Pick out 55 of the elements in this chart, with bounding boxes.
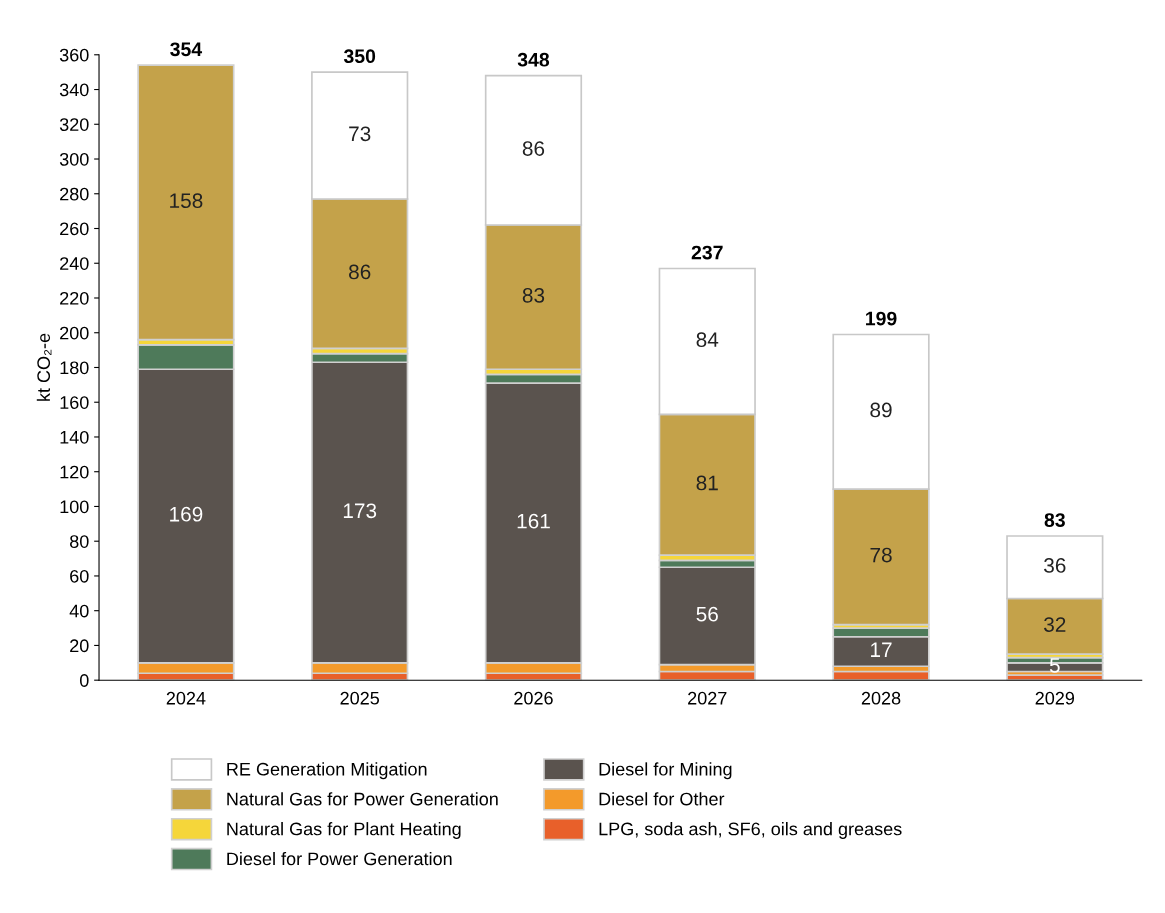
data-label: 81: [696, 475, 718, 491]
y-tick-label: 220: [60, 291, 89, 305]
legend-label: Diesel for Power Generation: [227, 851, 452, 866]
data-label: 84: [696, 332, 719, 348]
data-label: 56: [696, 606, 718, 622]
data-label: 173: [343, 503, 377, 519]
x-tick-label: 2028: [861, 691, 901, 705]
y-tick-label: 300: [59, 152, 89, 166]
y-tick-label: 0: [79, 674, 89, 687]
y-tick-label: 200: [60, 326, 89, 340]
y-tick-label: 60: [70, 569, 89, 583]
legend-label: Diesel for Mining: [599, 762, 732, 780]
y-tick-label: 240: [60, 257, 89, 270]
y-tick-label: 120: [60, 465, 89, 479]
data-label: 86: [522, 141, 545, 156]
total-label: 350: [343, 49, 376, 64]
x-tick-label: 2027: [688, 691, 727, 705]
data-label: 161: [517, 513, 550, 529]
legend-label: LPG, soda ash, SF6, oils and greases: [599, 822, 902, 839]
y-tick-label: 280: [60, 187, 89, 201]
x-tick-label: 2029: [1035, 691, 1075, 705]
data-label: 158: [170, 193, 203, 209]
y-tick-label: 320: [59, 118, 89, 131]
data-label: 73: [349, 126, 371, 142]
data-label: 32: [1044, 617, 1066, 632]
legend-label: Natural Gas for Power Generation: [227, 792, 498, 806]
legend-label: RE Generation Mitigation: [227, 762, 427, 780]
data-label: 86: [349, 264, 371, 280]
y-axis-title: kt CO₂-e: [36, 333, 52, 401]
legend-label: Diesel for Other: [599, 792, 725, 806]
y-tick-label: 180: [60, 361, 89, 375]
y-tick-label: 360: [59, 48, 89, 62]
data-label: 89: [870, 402, 892, 418]
y-tick-label: 260: [60, 222, 89, 236]
y-tick-label: 40: [69, 604, 89, 618]
x-tick-label: 2025: [340, 691, 380, 705]
legend-label: Natural Gas for Plant Heating: [227, 822, 461, 839]
data-label: 17: [871, 642, 892, 657]
total-label: 354: [170, 42, 203, 57]
y-tick-label: 20: [70, 639, 89, 653]
y-tick-label: 160: [60, 396, 89, 409]
total-label: 348: [517, 52, 550, 67]
x-tick-label: 2026: [514, 691, 553, 705]
data-label: 169: [170, 506, 203, 522]
data-label: 78: [870, 547, 892, 563]
data-label: 36: [1044, 558, 1066, 573]
data-label: 83: [522, 287, 545, 303]
y-tick-label: 340: [59, 83, 89, 97]
y-tick-label: 80: [70, 535, 89, 548]
y-tick-label: 100: [60, 500, 89, 514]
y-tick-label: 140: [60, 430, 89, 444]
x-tick-label: 2024: [166, 691, 206, 705]
total-label: 83: [1044, 513, 1065, 527]
total-label: 237: [691, 245, 723, 260]
total-label: 199: [866, 311, 897, 326]
